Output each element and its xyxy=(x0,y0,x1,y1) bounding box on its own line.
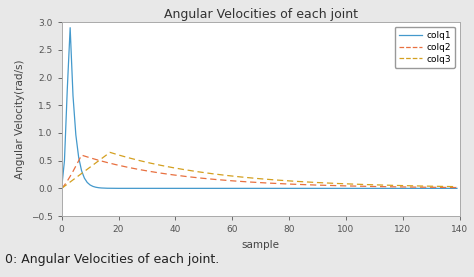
Line: colq2: colq2 xyxy=(62,155,457,188)
Line: colq3: colq3 xyxy=(62,152,457,188)
colq2 xyxy=(454,186,460,189)
colq2 xyxy=(258,181,264,184)
colq3 xyxy=(82,170,87,173)
colq3 xyxy=(59,187,64,190)
X-axis label: sample: sample xyxy=(242,240,280,250)
Line: colq1: colq1 xyxy=(62,28,457,188)
colq1 xyxy=(101,186,107,190)
colq1 xyxy=(258,187,264,190)
colq1 xyxy=(84,181,90,184)
colq3 xyxy=(454,185,460,188)
colq1 xyxy=(67,26,73,29)
colq3 xyxy=(99,157,104,160)
colq2 xyxy=(59,187,64,190)
colq2 xyxy=(451,186,457,189)
colq3 xyxy=(258,177,264,180)
Title: Angular Velocities of each joint: Angular Velocities of each joint xyxy=(164,8,358,21)
colq3 xyxy=(107,151,113,154)
colq2 xyxy=(84,155,90,159)
colq1 xyxy=(451,187,457,190)
colq2 xyxy=(73,165,79,168)
colq3 xyxy=(73,176,79,179)
colq1 xyxy=(59,187,64,190)
colq2 xyxy=(101,160,107,163)
colq1 xyxy=(76,156,82,159)
colq3 xyxy=(451,185,457,188)
colq3 xyxy=(133,158,138,161)
Legend: colq1, colq2, colq3: colq1, colq2, colq3 xyxy=(394,27,455,68)
colq2 xyxy=(79,153,84,157)
colq1 xyxy=(454,187,460,190)
Y-axis label: Angular Velocity(rad/s): Angular Velocity(rad/s) xyxy=(15,59,25,179)
colq2 xyxy=(133,167,138,171)
colq1 xyxy=(133,187,138,190)
Text: 0: Angular Velocities of each joint.: 0: Angular Velocities of each joint. xyxy=(5,253,219,266)
